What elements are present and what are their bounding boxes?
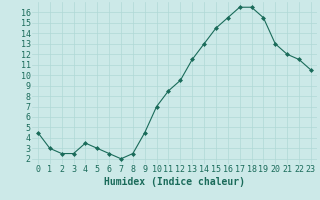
X-axis label: Humidex (Indice chaleur): Humidex (Indice chaleur)	[104, 177, 245, 187]
